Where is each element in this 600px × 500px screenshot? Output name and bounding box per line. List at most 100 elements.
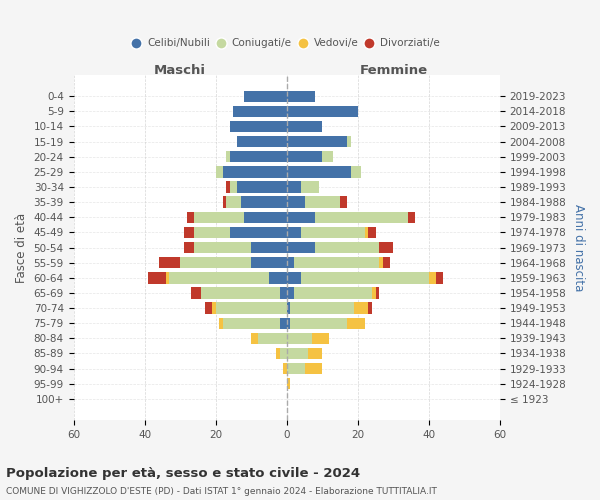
Bar bbox=[347, 318, 365, 329]
Bar bbox=[237, 136, 287, 147]
Bar bbox=[287, 242, 315, 253]
Bar bbox=[237, 182, 287, 192]
Bar bbox=[287, 257, 294, 268]
Bar bbox=[219, 318, 223, 329]
Bar bbox=[187, 212, 194, 223]
Bar bbox=[166, 272, 169, 283]
Bar bbox=[223, 196, 226, 208]
Bar bbox=[287, 272, 301, 283]
Bar bbox=[233, 106, 287, 117]
Bar bbox=[311, 332, 329, 344]
Bar bbox=[301, 272, 429, 283]
Bar bbox=[259, 332, 287, 344]
Bar bbox=[287, 166, 351, 177]
Bar bbox=[376, 288, 379, 298]
Bar bbox=[287, 151, 322, 162]
Bar bbox=[194, 212, 244, 223]
Bar bbox=[290, 302, 354, 314]
Bar bbox=[251, 257, 287, 268]
Bar bbox=[301, 182, 319, 192]
Bar bbox=[407, 212, 415, 223]
Bar bbox=[287, 136, 347, 147]
Bar bbox=[184, 227, 194, 238]
Bar bbox=[305, 196, 340, 208]
Bar bbox=[212, 302, 215, 314]
Bar bbox=[280, 288, 287, 298]
Bar bbox=[294, 288, 372, 298]
Bar bbox=[372, 288, 376, 298]
Bar bbox=[287, 121, 322, 132]
Bar bbox=[194, 242, 251, 253]
Text: COMUNE DI VIGHIZZOLO D'ESTE (PD) - Dati ISTAT 1° gennaio 2024 - Elaborazione TUT: COMUNE DI VIGHIZZOLO D'ESTE (PD) - Dati … bbox=[6, 488, 437, 496]
Bar bbox=[226, 182, 230, 192]
Bar bbox=[287, 363, 305, 374]
Bar bbox=[180, 257, 251, 268]
Bar bbox=[308, 348, 322, 359]
Bar bbox=[269, 272, 287, 283]
Bar bbox=[148, 272, 166, 283]
Bar bbox=[383, 257, 390, 268]
Bar bbox=[251, 242, 287, 253]
Bar bbox=[287, 212, 315, 223]
Text: Maschi: Maschi bbox=[154, 64, 206, 76]
Bar bbox=[287, 106, 358, 117]
Bar bbox=[287, 318, 290, 329]
Bar bbox=[244, 90, 287, 102]
Bar bbox=[379, 242, 394, 253]
Bar bbox=[365, 227, 368, 238]
Bar bbox=[226, 151, 230, 162]
Bar bbox=[347, 136, 351, 147]
Bar bbox=[169, 272, 269, 283]
Bar bbox=[287, 90, 315, 102]
Bar bbox=[223, 166, 287, 177]
Bar bbox=[287, 182, 301, 192]
Bar bbox=[368, 227, 376, 238]
Bar bbox=[241, 196, 287, 208]
Bar bbox=[368, 302, 372, 314]
Bar bbox=[244, 212, 287, 223]
Bar bbox=[230, 151, 287, 162]
Legend: Celibi/Nubili, Coniugati/e, Vedovi/e, Divorziati/e: Celibi/Nubili, Coniugati/e, Vedovi/e, Di… bbox=[130, 35, 443, 51]
Bar bbox=[379, 257, 383, 268]
Bar bbox=[202, 288, 280, 298]
Bar bbox=[230, 121, 287, 132]
Bar bbox=[301, 227, 365, 238]
Bar bbox=[280, 318, 287, 329]
Bar bbox=[276, 348, 280, 359]
Bar bbox=[287, 332, 311, 344]
Bar bbox=[287, 348, 308, 359]
Bar bbox=[436, 272, 443, 283]
Bar bbox=[280, 348, 287, 359]
Bar bbox=[215, 302, 287, 314]
Bar bbox=[351, 166, 361, 177]
Y-axis label: Anni di nascita: Anni di nascita bbox=[572, 204, 585, 291]
Bar bbox=[315, 242, 379, 253]
Bar bbox=[287, 227, 301, 238]
Bar bbox=[287, 288, 294, 298]
Bar bbox=[290, 318, 347, 329]
Bar bbox=[305, 363, 322, 374]
Bar bbox=[194, 227, 230, 238]
Text: Femmine: Femmine bbox=[359, 64, 427, 76]
Bar bbox=[283, 363, 287, 374]
Text: Popolazione per età, sesso e stato civile - 2024: Popolazione per età, sesso e stato civil… bbox=[6, 468, 360, 480]
Bar bbox=[226, 196, 241, 208]
Bar bbox=[287, 196, 305, 208]
Bar bbox=[191, 288, 202, 298]
Bar bbox=[251, 332, 259, 344]
Y-axis label: Fasce di età: Fasce di età bbox=[15, 212, 28, 282]
Bar bbox=[159, 257, 180, 268]
Bar bbox=[223, 318, 280, 329]
Bar bbox=[287, 302, 290, 314]
Bar bbox=[230, 227, 287, 238]
Bar bbox=[294, 257, 379, 268]
Bar bbox=[340, 196, 347, 208]
Bar bbox=[287, 378, 290, 390]
Bar bbox=[429, 272, 436, 283]
Bar bbox=[315, 212, 407, 223]
Bar bbox=[205, 302, 212, 314]
Bar bbox=[184, 242, 194, 253]
Bar bbox=[322, 151, 333, 162]
Bar bbox=[215, 166, 223, 177]
Bar bbox=[230, 182, 237, 192]
